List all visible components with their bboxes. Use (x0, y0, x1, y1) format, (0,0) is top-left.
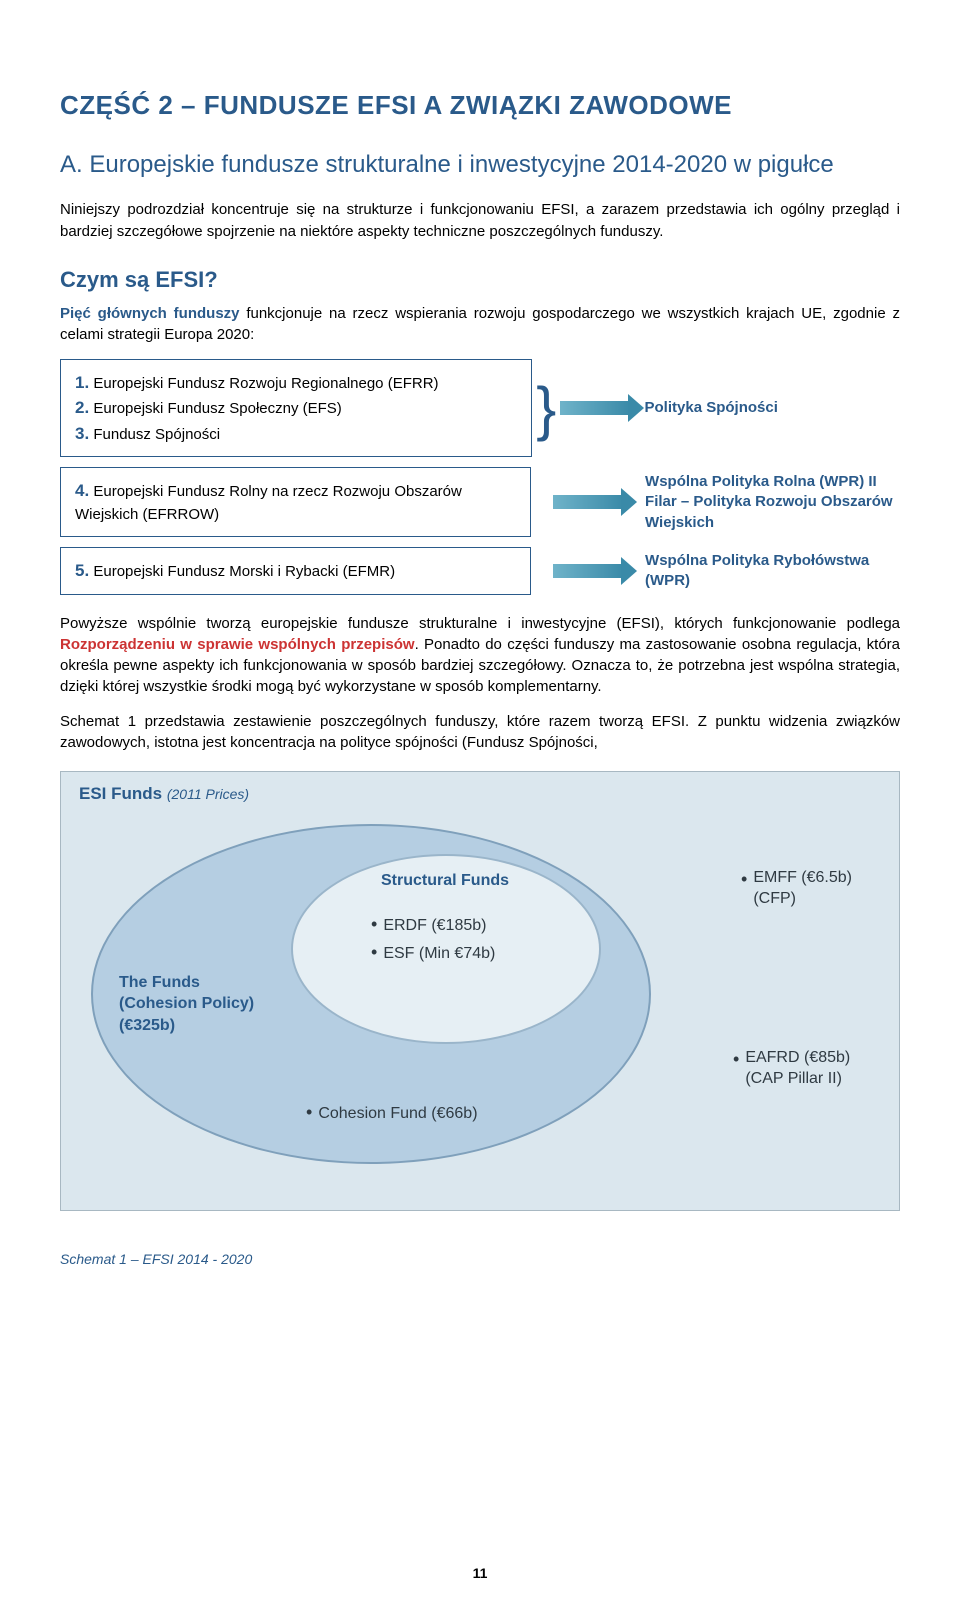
bullet-icon: • (733, 1049, 739, 1069)
fund-row-3: 5. Europejski Fundusz Morski i Rybacki (… (60, 547, 900, 595)
page-title: CZĘŚĆ 2 – FUNDUSZE EFSI A ZWIĄZKI ZAWODO… (60, 90, 900, 121)
question-heading: Czym są EFSI? (60, 267, 900, 293)
para-regulation: Powyższe wspólnie tworzą europejskie fun… (60, 613, 900, 697)
para-schema: Schemat 1 przedstawia zestawienie poszcz… (60, 711, 900, 753)
policy-label-3: Wspólna Polityka Rybołówstwa (WPR) (645, 547, 900, 595)
fund-row-1: 1. Europejski Fundusz Rozwoju Regionalne… (60, 359, 900, 458)
policy-label-2: Wspólna Polityka Rolna (WPR) II Filar – … (645, 467, 900, 537)
esf-label: • ESF (Min €74b) (371, 940, 495, 965)
fund-text-2: Europejski Fundusz Społeczny (EFS) (89, 400, 342, 417)
fund-num-3: 3. (75, 424, 89, 443)
eafrd-label: • EAFRD (€85b) (CAP Pillar II) (733, 1047, 850, 1090)
bullet-icon: • (371, 942, 377, 962)
cohesion-fund-label: • Cohesion Fund (€66b) (306, 1100, 478, 1125)
para2-red: Rozporządzeniu w sprawie wspólnych przep… (60, 636, 415, 653)
bullet-icon: • (306, 1102, 312, 1122)
erdf-text: ERDF (€185b) (383, 917, 486, 934)
fund-text-3: Fundusz Spójności (89, 426, 220, 443)
intro-paragraph: Niniejszy podrozdział koncentruje się na… (60, 199, 900, 243)
arrow-1 (546, 359, 644, 458)
para2-a: Powyższe wspólnie tworzą europejskie fun… (60, 615, 900, 632)
esi-sub: (2011 Prices) (167, 786, 249, 802)
fund-text-4: Europejski Fundusz Rolny na rzecz Rozwoj… (75, 483, 462, 523)
arrow-icon (553, 495, 623, 509)
fund-num-2: 2. (75, 398, 89, 417)
emff-label: • EMFF (€6.5b) (CFP) (741, 867, 852, 910)
bullet-icon: • (371, 914, 377, 934)
arrow-2 (531, 467, 645, 537)
fund-num-1: 1. (75, 373, 89, 392)
fund-box-2: 4. Europejski Fundusz Rolny na rzecz Roz… (60, 467, 531, 537)
fund-text-5: Europejski Fundusz Morski i Rybacki (EFM… (89, 563, 395, 580)
diagram-caption: Schemat 1 – EFSI 2014 - 2020 (60, 1251, 900, 1267)
fund-box-1: 1. Europejski Fundusz Rozwoju Regionalne… (60, 359, 532, 458)
fund-num-4: 4. (75, 481, 89, 500)
cohesion-text: Cohesion Fund (€66b) (318, 1105, 477, 1122)
erdf-label: • ERDF (€185b) (371, 912, 486, 937)
emff-text: EMFF (€6.5b) (CFP) (753, 867, 852, 910)
esf-text: ESF (Min €74b) (383, 945, 495, 962)
bold-lead: Pięć głównych funduszy (60, 305, 240, 322)
the-funds-label: The Funds (Cohesion Policy) (€325b) (119, 972, 254, 1037)
page-number: 11 (0, 1565, 960, 1581)
esi-title: ESI Funds (79, 784, 162, 803)
fund-num-5: 5. (75, 561, 89, 580)
arrow-icon (560, 401, 630, 415)
fund-text-1: Europejski Fundusz Rozwoju Regionalnego … (89, 375, 438, 392)
fund-box-3: 5. Europejski Fundusz Morski i Rybacki (… (60, 547, 531, 595)
esi-funds-label: ESI Funds (2011 Prices) (79, 784, 249, 804)
fund-row-2: 4. Europejski Fundusz Rolny na rzecz Roz… (60, 467, 900, 537)
structural-funds-label: Structural Funds (381, 870, 509, 892)
bullet-icon: • (741, 869, 747, 889)
venn-diagram: ESI Funds (2011 Prices) The Funds (Cohes… (60, 771, 900, 1211)
section-subtitle: A. Europejskie fundusze strukturalne i i… (60, 149, 900, 181)
arrow-icon (553, 564, 623, 578)
arrow-3 (531, 547, 645, 595)
eafrd-text: EAFRD (€85b) (CAP Pillar II) (745, 1047, 850, 1090)
policy-label-1: Polityka Spójności (645, 359, 900, 458)
question-paragraph: Pięć głównych funduszy funkcjonuje na rz… (60, 303, 900, 345)
